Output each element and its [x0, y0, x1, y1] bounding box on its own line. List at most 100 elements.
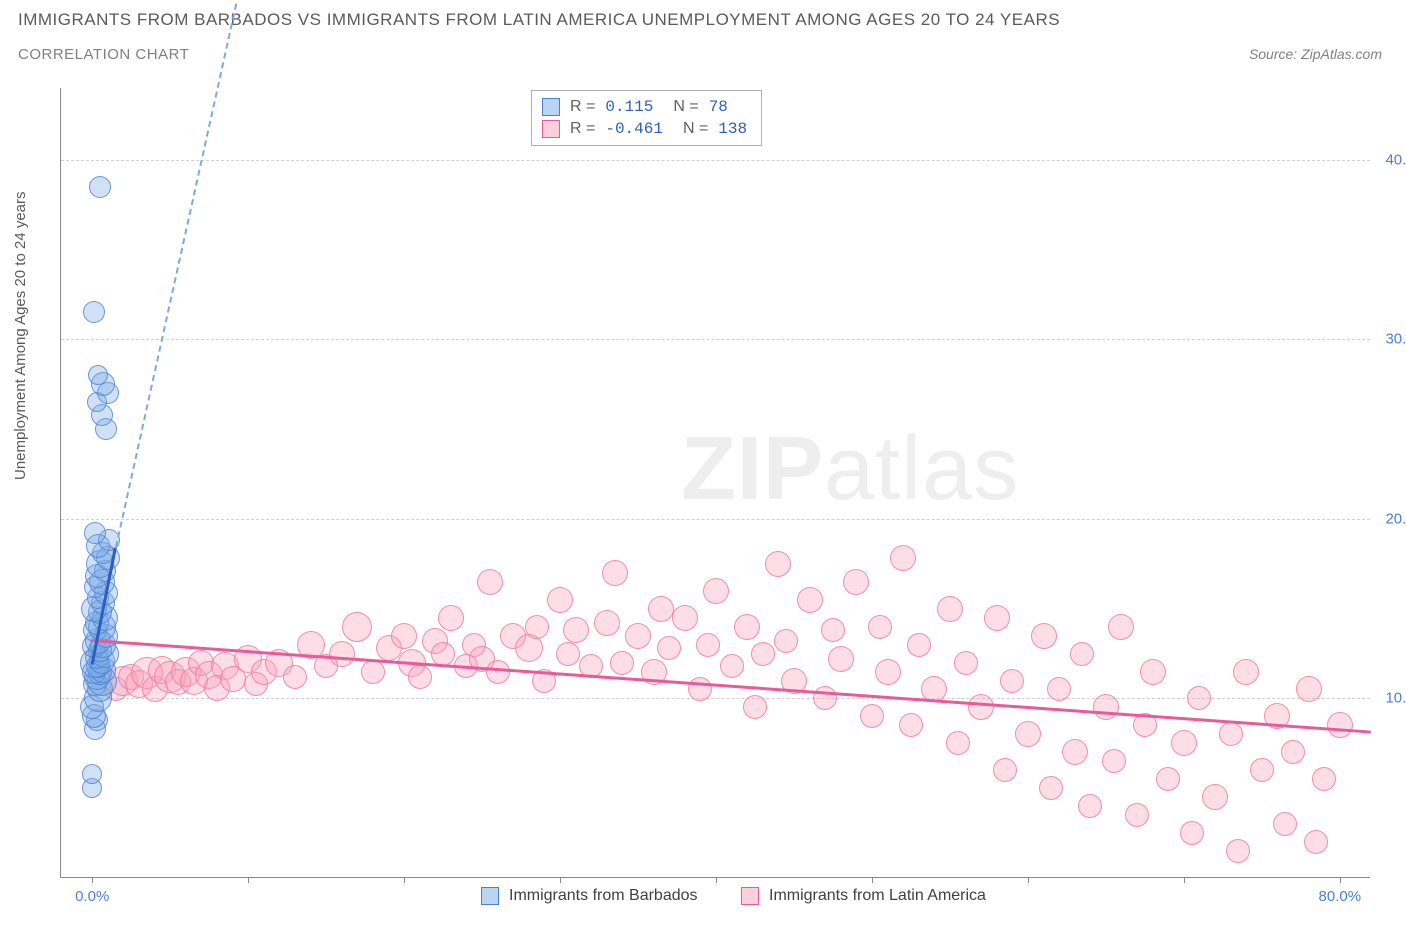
scatter-point-latin-america [525, 615, 549, 639]
series-legend-item: Immigrants from Latin America [741, 887, 986, 905]
correlation-legend: R = 0.115 N = 78 R = -0.461 N = 138 [531, 90, 762, 146]
scatter-point-barbados [84, 522, 106, 544]
chart-title: IMMIGRANTS FROM BARBADOS VS IMMIGRANTS F… [18, 10, 1060, 30]
gridline [61, 339, 1370, 340]
scatter-point-latin-america [1125, 803, 1149, 827]
legend-r-value: -0.461 [605, 118, 663, 140]
scatter-point-latin-america [946, 731, 970, 755]
scatter-point-latin-america [734, 614, 760, 640]
legend-swatch-icon [542, 120, 560, 138]
legend-row: R = 0.115 N = 78 [542, 96, 747, 118]
gridline [61, 160, 1370, 161]
scatter-point-latin-america [1140, 659, 1166, 685]
scatter-point-latin-america [797, 587, 823, 613]
scatter-point-latin-america [751, 642, 775, 666]
scatter-point-latin-america [984, 605, 1010, 631]
scatter-point-latin-america [1062, 739, 1088, 765]
x-tick [560, 877, 561, 883]
scatter-point-latin-america [828, 646, 854, 672]
x-tick-label: 0.0% [75, 888, 109, 905]
scatter-point-latin-america [1070, 642, 1094, 666]
scatter-point-latin-america [438, 605, 464, 631]
scatter-point-latin-america [1304, 830, 1328, 854]
scatter-point-latin-america [625, 623, 651, 649]
scatter-point-latin-america [765, 551, 791, 577]
scatter-point-latin-america [1171, 730, 1197, 756]
scatter-point-latin-america [610, 651, 634, 675]
y-axis-label: Unemployment Among Ages 20 to 24 years [12, 191, 29, 480]
y-tick-label: 10.0% [1385, 690, 1406, 707]
scatter-point-latin-america [720, 654, 744, 678]
scatter-point-barbados [88, 365, 108, 385]
scatter-point-latin-america [1312, 767, 1336, 791]
x-tick [404, 877, 405, 883]
scatter-point-latin-america [743, 695, 767, 719]
scatter-point-latin-america [1031, 623, 1057, 649]
scatter-point-latin-america [1296, 676, 1322, 702]
legend-swatch-icon [542, 98, 560, 116]
scatter-point-latin-america [342, 612, 372, 642]
legend-swatch-icon [741, 887, 759, 905]
legend-n-value: 78 [709, 96, 728, 118]
x-tick [1340, 877, 1341, 883]
scatter-point-latin-america [843, 569, 869, 595]
chart-subtitle: CORRELATION CHART [18, 46, 189, 63]
source-attribution: Source: ZipAtlas.com [1249, 46, 1382, 62]
legend-series-label: Immigrants from Latin America [769, 887, 986, 905]
scatter-point-latin-america [1180, 821, 1204, 845]
scatter-point-barbados [89, 176, 111, 198]
scatter-point-latin-america [860, 704, 884, 728]
scatter-point-latin-america [868, 615, 892, 639]
legend-r-label: R = [570, 96, 595, 118]
scatter-point-latin-america [1102, 749, 1126, 773]
gridline [61, 698, 1370, 699]
scatter-point-latin-america [1000, 669, 1024, 693]
x-tick [716, 877, 717, 883]
x-tick [1028, 877, 1029, 883]
watermark: ZIPatlas [681, 418, 1019, 521]
x-tick [1184, 877, 1185, 883]
scatter-point-latin-america [1281, 740, 1305, 764]
scatter-point-latin-america [1226, 839, 1250, 863]
y-tick-label: 40.0% [1385, 151, 1406, 168]
scatter-point-latin-america [1202, 784, 1228, 810]
legend-n-label: N = [673, 96, 698, 118]
scatter-point-latin-america [594, 610, 620, 636]
scatter-point-latin-america [954, 651, 978, 675]
scatter-point-latin-america [547, 587, 573, 613]
scatter-point-latin-america [1187, 686, 1211, 710]
scatter-point-latin-america [1250, 758, 1274, 782]
scatter-point-latin-america [821, 618, 845, 642]
scatter-point-latin-america [993, 758, 1017, 782]
scatter-point-latin-america [1327, 712, 1353, 738]
scatter-point-latin-america [1233, 659, 1259, 685]
y-tick-label: 30.0% [1385, 331, 1406, 348]
scatter-point-latin-america [875, 659, 901, 685]
scatter-point-latin-america [361, 660, 385, 684]
scatter-point-latin-america [408, 665, 432, 689]
legend-swatch-icon [481, 887, 499, 905]
scatter-point-latin-america [1047, 677, 1071, 701]
scatter-point-latin-america [648, 596, 674, 622]
trendline-barbados-extrapolated [115, 0, 421, 547]
series-legend-item: Immigrants from Barbados [481, 887, 698, 905]
scatter-point-latin-america [391, 623, 417, 649]
scatter-point-latin-america [1156, 767, 1180, 791]
legend-r-value: 0.115 [605, 96, 653, 118]
legend-r-label: R = [570, 118, 595, 140]
x-tick [92, 877, 93, 883]
legend-n-label: N = [683, 118, 708, 140]
legend-row: R = -0.461 N = 138 [542, 118, 747, 140]
scatter-point-latin-america [556, 642, 580, 666]
scatter-point-latin-america [1093, 694, 1119, 720]
scatter-point-latin-america [907, 633, 931, 657]
legend-n-value: 138 [718, 118, 747, 140]
scatter-plot-area: ZIPatlas 10.0%20.0%30.0%40.0%0.0%80.0%R … [60, 88, 1370, 878]
scatter-point-latin-america [899, 713, 923, 737]
scatter-point-latin-america [890, 545, 916, 571]
scatter-point-latin-america [774, 629, 798, 653]
x-tick-label: 80.0% [1319, 888, 1362, 905]
scatter-point-latin-america [1015, 721, 1041, 747]
scatter-point-latin-america [703, 578, 729, 604]
scatter-point-latin-america [563, 617, 589, 643]
